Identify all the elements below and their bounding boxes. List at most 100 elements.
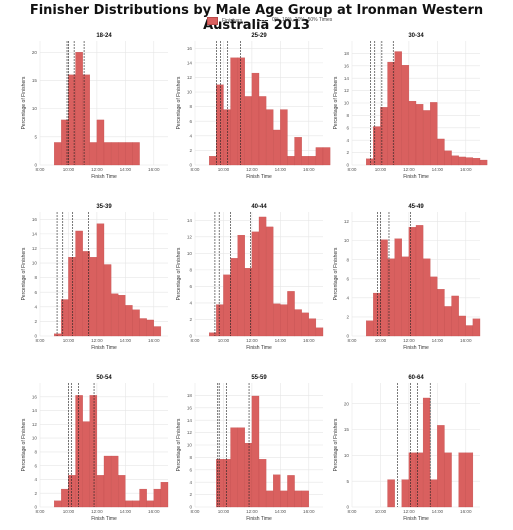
y-tick-label: 14	[187, 60, 193, 65]
panel-50-54: 8:00 10:00 12:00 14:00 16:00 0 2 4 6 8 10 12 14 16 50-…	[21, 375, 169, 522]
y-axis-label: Percentage of Finishers	[176, 418, 182, 471]
y-tick-label: 2	[189, 317, 192, 322]
bar	[265, 490, 274, 508]
bar	[118, 142, 126, 166]
y-tick-label: 4	[346, 138, 349, 143]
bar	[415, 104, 424, 166]
bar	[139, 488, 147, 508]
x-tick-label: 12:00	[403, 509, 415, 514]
x-tick-label: 12:00	[91, 167, 103, 172]
bar	[103, 142, 112, 166]
bar	[273, 474, 281, 508]
x-tick-label: 8:00	[36, 509, 45, 514]
y-tick-label: 0	[189, 505, 192, 510]
bar	[251, 231, 260, 337]
bar	[408, 100, 417, 166]
bar	[237, 234, 245, 337]
bar	[437, 138, 445, 166]
bar	[301, 156, 309, 166]
panel-title: 60-64	[408, 375, 424, 381]
panel-title: 50-54	[96, 375, 112, 381]
bar	[465, 325, 474, 337]
y-tick-label: 6	[189, 284, 192, 289]
x-tick-label: 8:00	[191, 509, 200, 514]
x-tick-label: 10:00	[63, 338, 75, 343]
bar	[394, 51, 402, 166]
y-tick-label: 0	[34, 334, 37, 339]
y-tick-label: 18	[187, 393, 193, 398]
y-tick-label: 4	[34, 304, 37, 309]
y-tick-label: 0	[34, 163, 37, 168]
y-axis-label: Percentage of Finishers	[333, 418, 339, 471]
y-tick-label: 6	[34, 463, 37, 468]
y-tick-label: 0	[346, 505, 349, 510]
x-axis-label: Finish Time	[91, 174, 117, 180]
y-tick-label: 10	[187, 90, 193, 95]
y-axis-label: Percentage of Finishers	[333, 76, 339, 129]
bar	[223, 274, 231, 337]
bar	[451, 295, 459, 337]
bar	[415, 452, 424, 508]
panel-25-29: 8:00 10:00 12:00 14:00 16:00 0 2 4 6 8 10 12 14 16 25-…	[176, 33, 331, 180]
bar	[415, 225, 424, 337]
x-tick-label: 10:00	[375, 509, 387, 514]
y-tick-label: 10	[32, 106, 38, 111]
x-tick-label: 8:00	[348, 167, 357, 172]
y-tick-label: 8	[189, 267, 192, 272]
bar	[308, 318, 317, 337]
y-tick-label: 14	[187, 418, 193, 423]
y-tick-label: 0	[189, 334, 192, 339]
y-tick-label: 12	[344, 88, 350, 93]
bar	[287, 291, 295, 337]
bar	[422, 110, 431, 166]
bar	[265, 109, 274, 166]
x-tick-label: 10:00	[218, 167, 230, 172]
y-tick-label: 12	[187, 75, 193, 80]
x-tick-label: 16:00	[303, 167, 315, 172]
panel-35-39: 8:00 10:00 12:00 14:00 16:00 0 2 4 6 8 10 12 14 16 35-…	[21, 204, 168, 351]
x-tick-label: 16:00	[460, 338, 472, 343]
x-axis-label: Finish Time	[91, 345, 117, 351]
bar	[422, 258, 431, 337]
bar	[287, 156, 295, 166]
bar	[258, 96, 267, 166]
y-tick-label: 16	[344, 63, 350, 68]
bar	[75, 230, 83, 337]
x-tick-label: 14:00	[275, 509, 287, 514]
x-tick-label: 16:00	[303, 509, 315, 514]
y-tick-label: 10	[32, 261, 38, 266]
y-tick-label: 12	[32, 246, 38, 251]
x-tick-label: 8:00	[191, 338, 200, 343]
y-tick-label: 16	[32, 217, 38, 222]
bar	[209, 156, 217, 166]
x-axis-label: Finish Time	[403, 174, 429, 180]
bar	[125, 500, 133, 508]
bar	[223, 109, 231, 166]
x-tick-label: 8:00	[36, 338, 45, 343]
panel-60-64: 8:00 10:00 12:00 14:00 16:00 0 5 10 15 20 60-64 Fin…	[333, 375, 480, 522]
y-tick-label: 10	[32, 436, 38, 441]
bar	[153, 326, 162, 337]
bar	[479, 159, 488, 166]
bar	[401, 256, 410, 337]
bar	[244, 442, 253, 508]
y-axis-label: Percentage of Finishers	[333, 247, 339, 300]
y-tick-label: 18	[344, 51, 350, 56]
bar	[132, 500, 140, 508]
bar	[82, 251, 90, 337]
bar	[380, 107, 388, 166]
x-tick-label: 8:00	[191, 167, 200, 172]
bar	[430, 102, 438, 166]
bar	[458, 156, 466, 166]
bar	[244, 268, 253, 337]
y-tick-label: 2	[34, 491, 37, 496]
bar	[422, 397, 431, 508]
bar	[61, 299, 69, 337]
y-tick-label: 0	[189, 163, 192, 168]
y-axis-label: Percentage of Finishers	[21, 418, 27, 471]
bar	[444, 452, 452, 508]
bar	[54, 142, 62, 166]
legend-finishers-swatch	[207, 17, 218, 25]
bar	[315, 147, 324, 166]
x-axis-label: Finish Time	[246, 174, 272, 180]
